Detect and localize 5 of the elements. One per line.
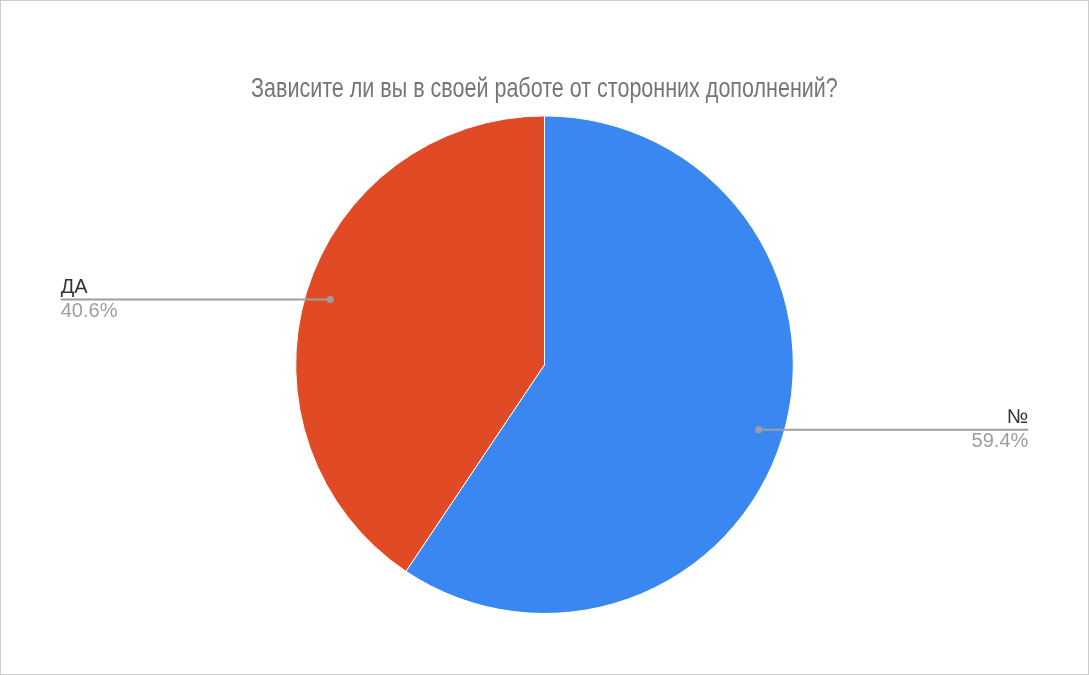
- chart-title: Зависите ли вы в своей работе от сторонних дополнений?: [251, 72, 838, 103]
- data-label: 40.6%: [60, 299, 118, 322]
- slice-label: ДА: [60, 275, 89, 298]
- slice-label: №: [1006, 405, 1029, 428]
- data-label: 59.4%: [971, 429, 1029, 452]
